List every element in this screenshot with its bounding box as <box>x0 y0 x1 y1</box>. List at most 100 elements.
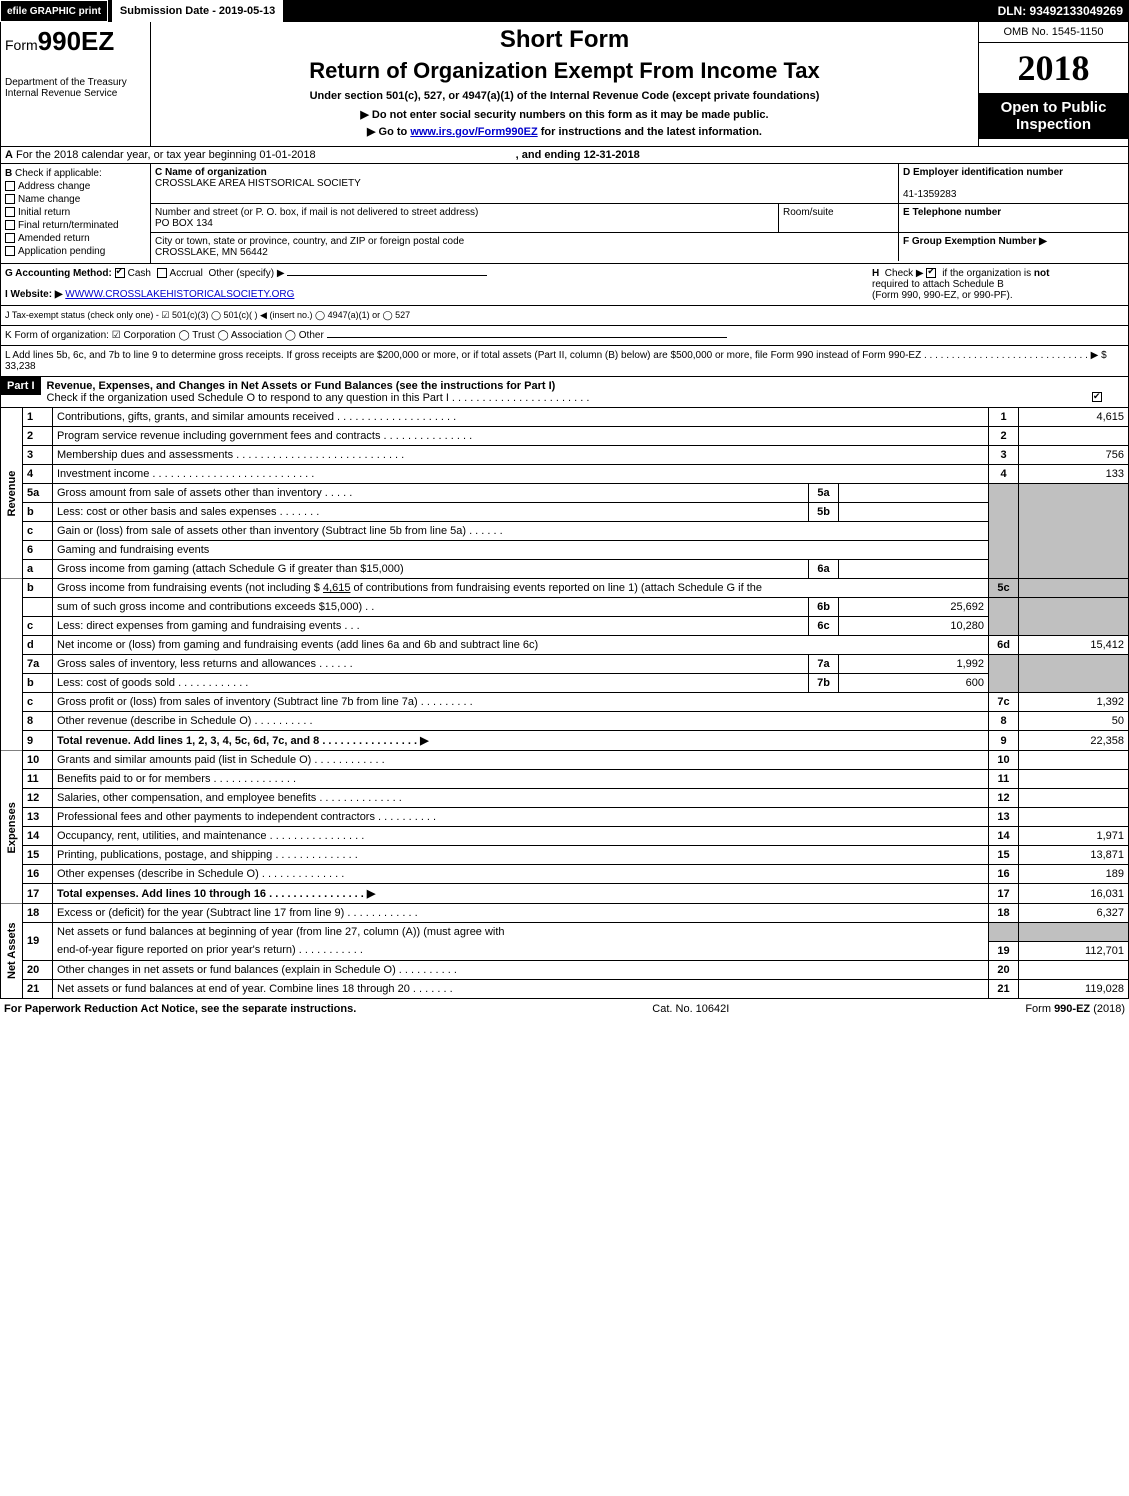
line-rightval <box>1019 960 1129 979</box>
line-9-bold: Total revenue. Add lines 1, 2, 3, 4, 5c,… <box>57 735 429 747</box>
line-rightval: 1,392 <box>1019 693 1129 712</box>
inner-val <box>839 484 989 503</box>
netassets-side-label: Net Assets <box>1 904 23 998</box>
line-5c: cGain or (loss) from sale of assets othe… <box>1 522 1129 541</box>
line-desc: Gross income from gaming (attach Schedul… <box>53 560 809 579</box>
line-desc: Other expenses (describe in Schedule O) … <box>53 865 989 884</box>
chk-initial-return[interactable]: Initial return <box>5 207 146 218</box>
form-prefix: Form <box>5 37 38 53</box>
line-num: 1 <box>23 408 53 427</box>
revenue-side-cont <box>1 579 23 751</box>
checkbox-icon <box>5 233 15 243</box>
department-label: Department of the Treasury Internal Reve… <box>5 77 146 99</box>
line-rightval: 112,701 <box>1019 941 1129 960</box>
shaded <box>1019 655 1129 693</box>
line-7b: bLess: cost of goods sold . . . . . . . … <box>1 674 1129 693</box>
line-desc: Benefits paid to or for members . . . . … <box>53 770 989 789</box>
line-rightval: 4,615 <box>1019 408 1129 427</box>
checkbox-accrual-icon[interactable] <box>157 268 167 278</box>
shaded <box>989 598 1019 636</box>
row-a-ending: , and ending 12-31-2018 <box>516 149 640 161</box>
chk-final-return[interactable]: Final return/terminated <box>5 220 146 231</box>
form-number: Form990EZ <box>5 26 146 57</box>
header-mid: Short Form Return of Organization Exempt… <box>151 22 978 146</box>
label-b: B <box>5 168 12 179</box>
row-a: A For the 2018 calendar year, or tax yea… <box>0 147 1129 164</box>
line-rightnum: 9 <box>989 731 1019 751</box>
h-label: H <box>872 268 879 279</box>
line-rightval: 13,871 <box>1019 846 1129 865</box>
row-j: J Tax-exempt status (check only one) - ☑… <box>0 306 1129 326</box>
checkbox-cash-icon[interactable] <box>115 268 125 278</box>
row-k: K Form of organization: ☑ Corporation ◯ … <box>0 326 1129 346</box>
line-desc: Program service revenue including govern… <box>53 427 989 446</box>
checkbox-h-icon[interactable] <box>926 268 936 278</box>
website-link[interactable]: WWWW.CROSSLAKEHISTORICALSOCIETY.ORG <box>65 289 294 300</box>
g-accrual: Accrual <box>170 268 203 279</box>
form-header: Form990EZ Department of the Treasury Int… <box>0 22 1129 147</box>
line-8: 8Other revenue (describe in Schedule O) … <box>1 712 1129 731</box>
f-arrow: ▶ <box>1039 236 1047 247</box>
line-3: 3Membership dues and assessments . . . .… <box>1 446 1129 465</box>
submission-date: Submission Date - 2019-05-13 <box>112 0 283 22</box>
dept-treasury: Department of the Treasury <box>5 77 127 88</box>
inner-val <box>839 503 989 522</box>
line-4: 4Investment income . . . . . . . . . . .… <box>1 465 1129 484</box>
line-desc: Gross sales of inventory, less returns a… <box>53 655 809 674</box>
open-line2: Inspection <box>1016 116 1091 133</box>
goto-post: for instructions and the latest informat… <box>538 126 762 138</box>
line-desc: sum of such gross income and contributio… <box>53 598 809 617</box>
line-desc: Gaming and fundraising events <box>53 541 989 560</box>
shaded <box>1019 579 1129 598</box>
line-14: 14Occupancy, rent, utilities, and mainte… <box>1 827 1129 846</box>
line-rightnum: 19 <box>989 941 1019 960</box>
main-table-cont: bGross income from fundraising events (n… <box>0 579 1129 751</box>
box-c-name: C Name of organization CROSSLAKE AREA HI… <box>151 164 898 203</box>
part1-header-row: Part I Revenue, Expenses, and Changes in… <box>0 377 1129 408</box>
line-desc: Gross amount from sale of assets other t… <box>53 484 809 503</box>
check-if-applicable: Check if applicable: <box>15 168 102 179</box>
inner-num: 7a <box>809 655 839 674</box>
box-c-city: City or town, state or province, country… <box>151 233 898 261</box>
main-table: Revenue 1Contributions, gifts, grants, a… <box>0 408 1129 579</box>
box-c-addr: Number and street (or P. O. box, if mail… <box>151 204 778 232</box>
efile-print-button[interactable]: efile GRAPHIC print <box>0 0 108 22</box>
line-rightnum: 16 <box>989 865 1019 884</box>
part1-check: Check if the organization used Schedule … <box>47 392 590 404</box>
inner-num: 6c <box>809 617 839 636</box>
chk-address-change[interactable]: Address change <box>5 181 146 192</box>
label-a: A <box>5 149 13 161</box>
line-rightval: 119,028 <box>1019 979 1129 998</box>
line-desc: Excess or (deficit) for the year (Subtra… <box>53 904 989 923</box>
line-13: 13Professional fees and other payments t… <box>1 808 1129 827</box>
col-b: B Check if applicable: Address change Na… <box>1 164 151 263</box>
open-line1: Open to Public <box>1001 99 1107 116</box>
line-desc: Printing, publications, postage, and shi… <box>53 846 989 865</box>
opt-address: Address change <box>18 181 90 192</box>
line-desc: Other changes in net assets or fund bala… <box>53 960 989 979</box>
line-rightnum: 1 <box>989 408 1019 427</box>
opt-initial: Initial return <box>18 207 70 218</box>
chk-amended-return[interactable]: Amended return <box>5 233 146 244</box>
line-rightnum: 7c <box>989 693 1019 712</box>
line-rightnum: 21 <box>989 979 1019 998</box>
checkbox-icon <box>5 220 15 230</box>
omb-number: OMB No. 1545-1150 <box>979 22 1128 43</box>
goto-pre: ▶ Go to <box>367 126 410 138</box>
irs-link[interactable]: www.irs.gov/Form990EZ <box>410 126 537 138</box>
line-5c-right: bGross income from fundraising events (n… <box>1 579 1129 598</box>
line-rightval: 189 <box>1019 865 1129 884</box>
chk-name-change[interactable]: Name change <box>5 194 146 205</box>
line-desc: end-of-year figure reported on prior yea… <box>53 941 989 960</box>
city-value: CROSSLAKE, MN 56442 <box>155 247 268 258</box>
d-label: D Employer identification number <box>903 167 1063 178</box>
chk-application-pending[interactable]: Application pending <box>5 246 146 257</box>
part1-checkbox-icon[interactable] <box>1092 392 1102 402</box>
line-rightval <box>1019 789 1129 808</box>
line-rightval: 16,031 <box>1019 884 1129 904</box>
line-desc: Total revenue. Add lines 1, 2, 3, 4, 5c,… <box>53 731 989 751</box>
part1-title: Revenue, Expenses, and Changes in Net As… <box>47 380 556 392</box>
d2: of contributions from fundraising events… <box>351 582 763 594</box>
line-rightnum: 12 <box>989 789 1019 808</box>
header-left: Form990EZ Department of the Treasury Int… <box>1 22 151 146</box>
